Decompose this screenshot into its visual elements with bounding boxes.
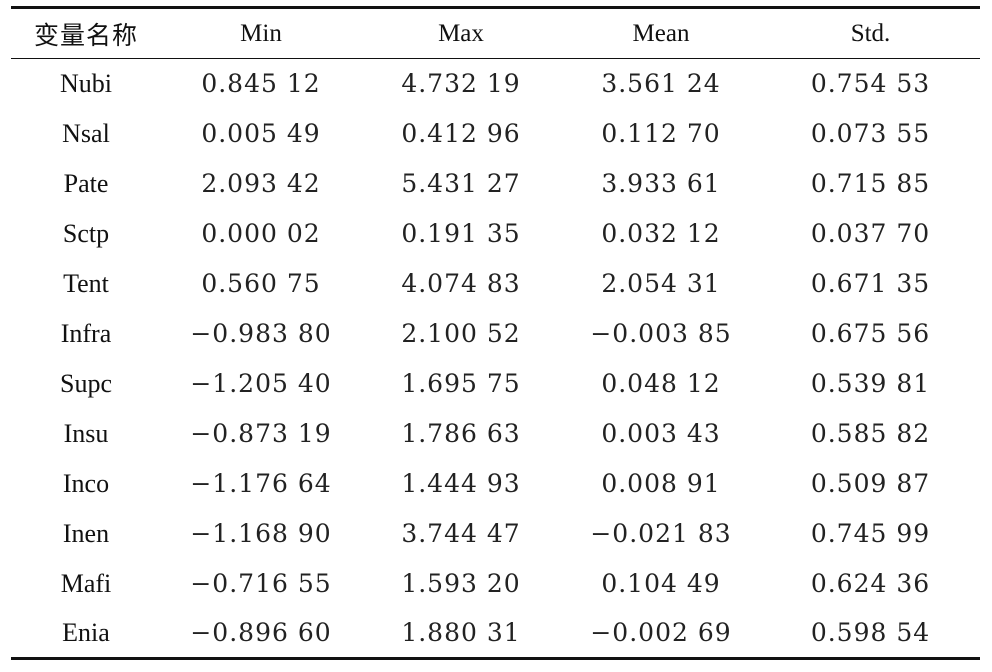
header-std: Std. (761, 6, 980, 59)
max-cell: 2.100 52 (401, 319, 521, 348)
header-max: Max (361, 6, 561, 59)
variable-name-cell: Nubi (60, 68, 112, 98)
header-row: 变量名称 Min Max Mean Std. (11, 6, 980, 59)
table-row: Inco −1.176 64 1.444 93 0.008 91 0.509 87 (11, 459, 980, 509)
std-cell: 0.585 82 (810, 419, 931, 448)
table-row: Supc −1.205 40 1.695 75 0.048 12 0.539 81 (11, 359, 980, 409)
table-row: Infra −0.983 80 2.100 52 −0.003 85 0.675 56 (11, 309, 980, 359)
min-cell: −1.176 64 (190, 469, 332, 498)
std-cell: 0.509 87 (810, 469, 931, 498)
max-cell: 4.732 19 (401, 69, 521, 99)
min-cell: −1.205 40 (190, 369, 332, 398)
max-cell: 1.444 93 (401, 469, 521, 498)
mean-cell: −0.003 85 (590, 319, 732, 348)
max-cell: 5.431 27 (401, 169, 521, 198)
variable-name-cell: Nsal (62, 118, 110, 148)
min-cell: −0.873 19 (190, 419, 332, 448)
variable-name-cell: Inco (62, 468, 110, 498)
variable-name-cell: Infra (60, 318, 112, 348)
table-row: Pate 2.093 42 5.431 27 3.933 61 0.715 85 (11, 159, 980, 209)
std-cell: 0.598 54 (761, 608, 980, 660)
mean-cell: −0.021 83 (590, 519, 732, 548)
table-row: Sctp 0.000 02 0.191 35 0.032 12 0.037 70 (11, 209, 980, 259)
mean-cell: 0.008 91 (601, 469, 721, 498)
mean-cell: 0.112 70 (601, 119, 721, 148)
min-cell: −0.983 80 (190, 319, 332, 348)
table-row: Tent 0.560 75 4.074 83 2.054 31 0.671 35 (11, 259, 980, 309)
min-cell: 0.845 12 (201, 69, 321, 99)
max-cell: 0.412 96 (401, 119, 521, 148)
max-cell: 1.786 63 (401, 419, 521, 448)
mean-cell: 2.054 31 (601, 269, 721, 298)
mean-cell: 0.003 43 (601, 419, 721, 448)
max-cell: 3.744 47 (401, 519, 521, 548)
variable-name-cell: Pate (63, 168, 109, 198)
variable-name-cell: Mafi (60, 568, 112, 598)
header-mean: Mean (561, 6, 761, 59)
variable-name-cell: Tent (63, 268, 109, 298)
min-cell: 2.093 42 (201, 169, 321, 198)
mean-cell: 0.048 12 (601, 369, 721, 398)
header-min: Min (161, 6, 361, 59)
max-cell: 1.880 31 (361, 608, 561, 660)
table-row: Enia −0.896 60 1.880 31 −0.002 69 0.598 54 (11, 608, 980, 660)
min-cell: −0.896 60 (161, 608, 361, 660)
min-cell: 0.005 49 (201, 119, 321, 148)
mean-cell: 3.933 61 (601, 169, 721, 198)
table-row: Nsal 0.005 49 0.412 96 0.112 70 0.073 55 (11, 109, 980, 159)
std-cell: 0.624 36 (810, 569, 931, 598)
min-cell: 0.000 02 (201, 219, 321, 248)
table-row: Nubi 0.845 12 4.732 19 3.561 24 0.754 53 (11, 59, 980, 109)
table-row: Mafi −0.716 55 1.593 20 0.104 49 0.624 36 (11, 559, 980, 609)
std-cell: 0.715 85 (810, 169, 931, 198)
min-cell: −0.716 55 (190, 569, 332, 598)
variable-name-cell: Insu (63, 418, 109, 448)
max-cell: 1.593 20 (401, 569, 521, 598)
std-cell: 0.754 53 (810, 69, 931, 99)
std-cell: 0.675 56 (810, 319, 931, 348)
mean-cell: 0.032 12 (601, 219, 721, 248)
header-variable-name: 变量名称 (11, 6, 161, 59)
std-cell: 0.037 70 (810, 219, 931, 248)
statistics-table: 变量名称 Min Max Mean Std. Nubi 0.845 12 4.732… (11, 6, 980, 660)
std-cell: 0.745 99 (810, 519, 931, 548)
table-row: Inen −1.168 90 3.744 47 −0.021 83 0.745 99 (11, 509, 980, 559)
mean-cell: 0.104 49 (601, 569, 721, 598)
table-body: Nubi 0.845 12 4.732 19 3.561 24 0.754 53 Nsal… (11, 59, 980, 660)
variable-name-cell: Inen (62, 518, 110, 548)
std-cell: 0.671 35 (810, 269, 931, 298)
min-cell: −1.168 90 (190, 519, 332, 548)
max-cell: 4.074 83 (401, 269, 521, 298)
variable-name-cell: Enia (11, 608, 161, 660)
min-cell: 0.560 75 (201, 269, 321, 298)
std-cell: 0.073 55 (810, 119, 931, 148)
max-cell: 1.695 75 (401, 369, 521, 398)
std-cell: 0.539 81 (810, 369, 931, 398)
table-row: Insu −0.873 19 1.786 63 0.003 43 0.585 82 (11, 409, 980, 459)
variable-name-cell: Sctp (62, 218, 110, 248)
variable-name-cell: Supc (60, 368, 112, 398)
mean-cell: −0.002 69 (561, 608, 761, 660)
max-cell: 0.191 35 (401, 219, 521, 248)
mean-cell: 3.561 24 (601, 69, 721, 99)
